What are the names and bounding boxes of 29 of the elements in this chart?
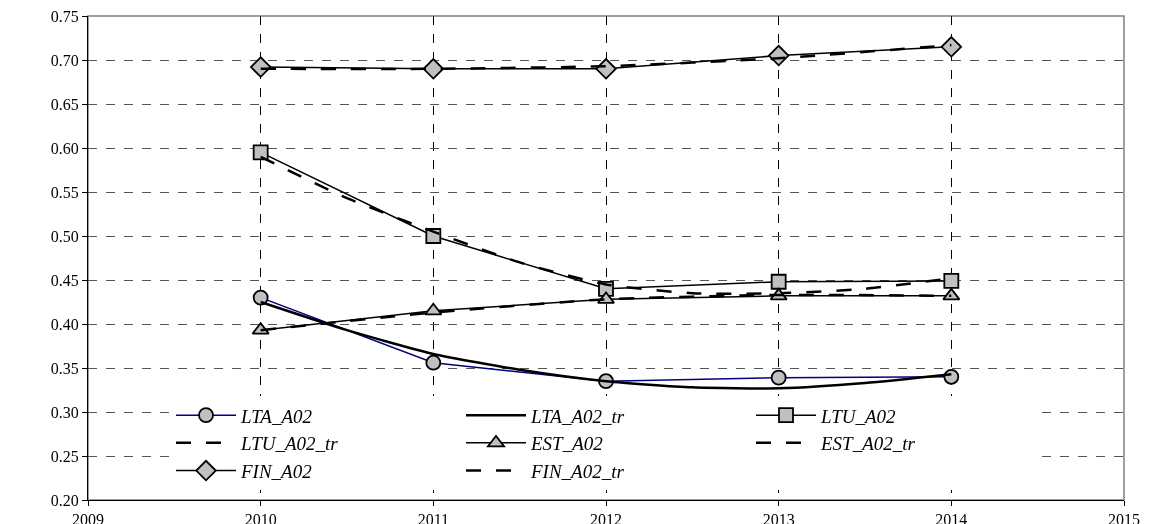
- legend-label: LTA_A02_tr: [530, 405, 625, 427]
- y-tick-label: 0.45: [50, 271, 79, 289]
- y-tick-label: 0.30: [50, 403, 79, 421]
- point: [252, 144, 269, 161]
- y-tick-label: 0.60: [50, 139, 79, 157]
- legend-label: FIN_A02_tr: [530, 460, 625, 482]
- legend-label: LTU_A02_tr: [240, 433, 339, 455]
- point: [422, 58, 444, 80]
- point: [595, 58, 617, 80]
- legend-label: EST_A02: [530, 433, 604, 455]
- point: [942, 287, 961, 301]
- legend-label: EST_A02_tr: [820, 433, 916, 455]
- y-tick-label: 0.40: [50, 315, 79, 333]
- legend-label: LTA_A02: [240, 405, 313, 427]
- y-tick-label: 0.35: [50, 359, 79, 377]
- y-tick-label: 0.55: [50, 183, 79, 201]
- y-tick-label: 0.75: [50, 7, 79, 25]
- y-tick-label: 0.25: [50, 447, 79, 465]
- y-tick-label: 0.20: [50, 491, 79, 509]
- point: [250, 56, 272, 78]
- legend-label: LTU_A02: [820, 405, 897, 427]
- point: [424, 302, 443, 316]
- y-tick-label: 0.70: [50, 51, 79, 69]
- y-tick-label: 0.50: [50, 227, 79, 245]
- y-tick-label: 0.65: [50, 95, 79, 113]
- point: [940, 36, 962, 58]
- point: [943, 272, 960, 289]
- point: [770, 273, 787, 290]
- legend-label: FIN_A02: [240, 460, 313, 482]
